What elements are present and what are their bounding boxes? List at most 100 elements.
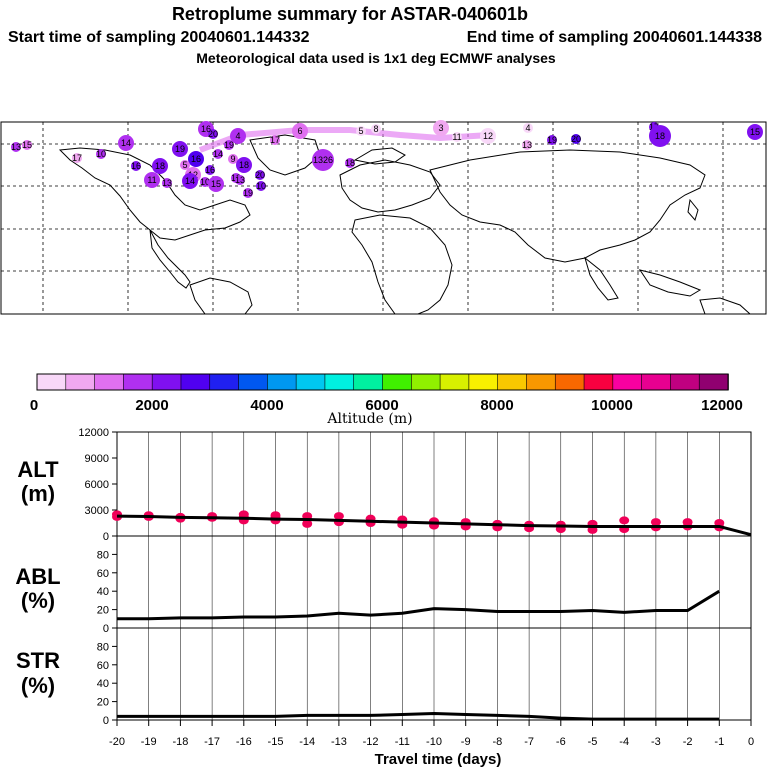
colorbar-cell bbox=[439, 373, 470, 391]
colorbar-cell bbox=[65, 373, 96, 391]
x-tick-label: -18 bbox=[172, 736, 188, 748]
plume-cluster-label: 3 bbox=[438, 123, 443, 133]
colorbar-tick: 4000 bbox=[250, 397, 283, 414]
plume-cluster-marker bbox=[345, 158, 355, 168]
plume-cluster-marker bbox=[131, 161, 141, 171]
plume-cluster-marker bbox=[180, 160, 190, 170]
plume-cluster-label: 14 bbox=[213, 149, 223, 159]
plume-cluster-marker bbox=[236, 157, 252, 173]
plume-cluster-label: 10 bbox=[200, 177, 210, 187]
str-series-line bbox=[117, 712, 720, 721]
plume-cluster-marker bbox=[292, 123, 308, 139]
plume-cluster-marker bbox=[371, 124, 381, 134]
str-y-tick-label: 80 bbox=[97, 641, 109, 653]
x-tick-label: -8 bbox=[493, 736, 503, 748]
x-tick-label: 0 bbox=[748, 736, 754, 748]
colorbar-cell bbox=[295, 373, 326, 391]
map-frame bbox=[0, 121, 767, 315]
plume-cluster-label: 4 bbox=[235, 131, 240, 141]
plume-cluster-marker bbox=[312, 149, 334, 171]
x-tick-label: -16 bbox=[236, 736, 252, 748]
colorbar-cell bbox=[641, 373, 672, 391]
x-tick-label: -1 bbox=[714, 736, 724, 748]
colorbar-cell bbox=[670, 373, 701, 391]
x-tick-label: -17 bbox=[204, 736, 220, 748]
plume-cluster-label: 19 bbox=[547, 135, 557, 145]
world-map: 4658311124131920171815162013151417109132… bbox=[0, 120, 767, 315]
retroplume-clusters: 4658311124131920171815162013151417109132… bbox=[11, 120, 763, 198]
colorbar-tick: 8000 bbox=[480, 397, 513, 414]
x-axis-ticks: -20 -19 -18 -17 -16 -15 -14 -13 -12 -11 -10 -9 -8 -7-… bbox=[109, 720, 754, 748]
x-tick-label: -15 bbox=[268, 736, 284, 748]
colorbar-cell bbox=[94, 373, 125, 391]
plume-cluster-label: 16 bbox=[205, 165, 215, 175]
met-data-label: Meteorological data used is 1x1 deg ECMW… bbox=[196, 50, 556, 66]
x-tick-label: -9 bbox=[461, 736, 471, 748]
abl-gridlines bbox=[148, 536, 720, 628]
plume-cluster-marker bbox=[152, 158, 168, 174]
x-tick-label: -20 bbox=[109, 736, 125, 748]
colorbar-tick: 10000 bbox=[591, 397, 633, 414]
plume-cluster-marker bbox=[172, 141, 188, 157]
plume-cluster-label: 15 bbox=[750, 127, 760, 137]
plume-cluster-label: 16 bbox=[191, 154, 201, 164]
plume-cluster-label: 15 bbox=[22, 140, 32, 150]
plume-cluster-label: 13 bbox=[11, 142, 21, 152]
colorbar-cell bbox=[267, 373, 297, 391]
end-time-label: End time of sampling 20040601.144338 bbox=[467, 29, 762, 46]
plume-cluster-label: 20 bbox=[208, 129, 218, 139]
plume-cluster-marker bbox=[522, 140, 532, 150]
plume-cluster-marker bbox=[96, 149, 106, 159]
colorbar-cell bbox=[612, 373, 643, 391]
plume-cluster-label: 9 bbox=[230, 154, 235, 164]
plume-cluster-label: 16 bbox=[201, 124, 211, 134]
plume-cluster-marker bbox=[480, 128, 496, 144]
x-tick-label: -19 bbox=[141, 736, 157, 748]
plume-cluster-marker bbox=[649, 125, 671, 147]
plume-cluster-label: 1326 bbox=[313, 155, 333, 165]
x-tick-label: -14 bbox=[299, 736, 315, 748]
abl-unit: (%) bbox=[21, 588, 55, 613]
plume-cluster-marker bbox=[188, 151, 204, 167]
plume-cluster-label: 20 bbox=[571, 134, 581, 144]
alt-y-ticks: 0 3000 6000 9000 12000 bbox=[78, 427, 117, 543]
x-tick-label: -13 bbox=[331, 736, 347, 748]
str-label: STR bbox=[16, 648, 60, 673]
alt-y-tick-label: 0 bbox=[103, 531, 109, 543]
plume-cluster-label: 13 bbox=[522, 140, 532, 150]
plume-cluster-marker bbox=[11, 142, 21, 152]
altitude-colorbar: 0 2000 4000 6000 8000 10000 12000 Altitu… bbox=[30, 373, 743, 427]
plume-cluster-marker bbox=[208, 129, 218, 139]
plume-cluster-label: 19 bbox=[243, 188, 253, 198]
alt-y-tick-label: 6000 bbox=[85, 479, 109, 491]
plume-cluster-label: 6 bbox=[297, 126, 302, 136]
abl-series-line bbox=[117, 589, 721, 621]
alt-y-tick-label: 12000 bbox=[78, 427, 109, 439]
x-tick-label: -6 bbox=[556, 736, 566, 748]
start-time-label: Start time of sampling 20040601.144332 bbox=[8, 29, 310, 46]
colorbar-cell bbox=[353, 373, 384, 391]
plume-cluster-label: 11 bbox=[147, 175, 156, 185]
plume-cluster-label: 18 bbox=[155, 161, 165, 171]
x-tick-label: -12 bbox=[363, 736, 379, 748]
alt-y-tick-label: 3000 bbox=[85, 505, 109, 517]
x-tick-label: -10 bbox=[426, 736, 442, 748]
plume-cluster-marker bbox=[200, 177, 210, 187]
plume-cluster-marker bbox=[255, 170, 265, 180]
plume-cluster-label: 19 bbox=[224, 140, 234, 150]
plume-cluster-marker bbox=[72, 153, 82, 163]
alt-point bbox=[619, 516, 630, 525]
plume-cluster-marker bbox=[523, 123, 533, 133]
plume-cluster-marker bbox=[256, 181, 266, 191]
plume-cluster-label: 13 bbox=[235, 175, 245, 185]
colorbar-tick: 6000 bbox=[365, 397, 398, 414]
plume-cluster-marker bbox=[356, 126, 366, 136]
abl-y-tick-label: 0 bbox=[103, 623, 109, 635]
plume-cluster-label: 18 bbox=[239, 160, 249, 170]
abl-y-tick-label: 60 bbox=[97, 568, 109, 580]
alt-point bbox=[333, 512, 344, 521]
plume-cluster-marker bbox=[144, 172, 160, 188]
colorbar-cell bbox=[410, 373, 441, 391]
